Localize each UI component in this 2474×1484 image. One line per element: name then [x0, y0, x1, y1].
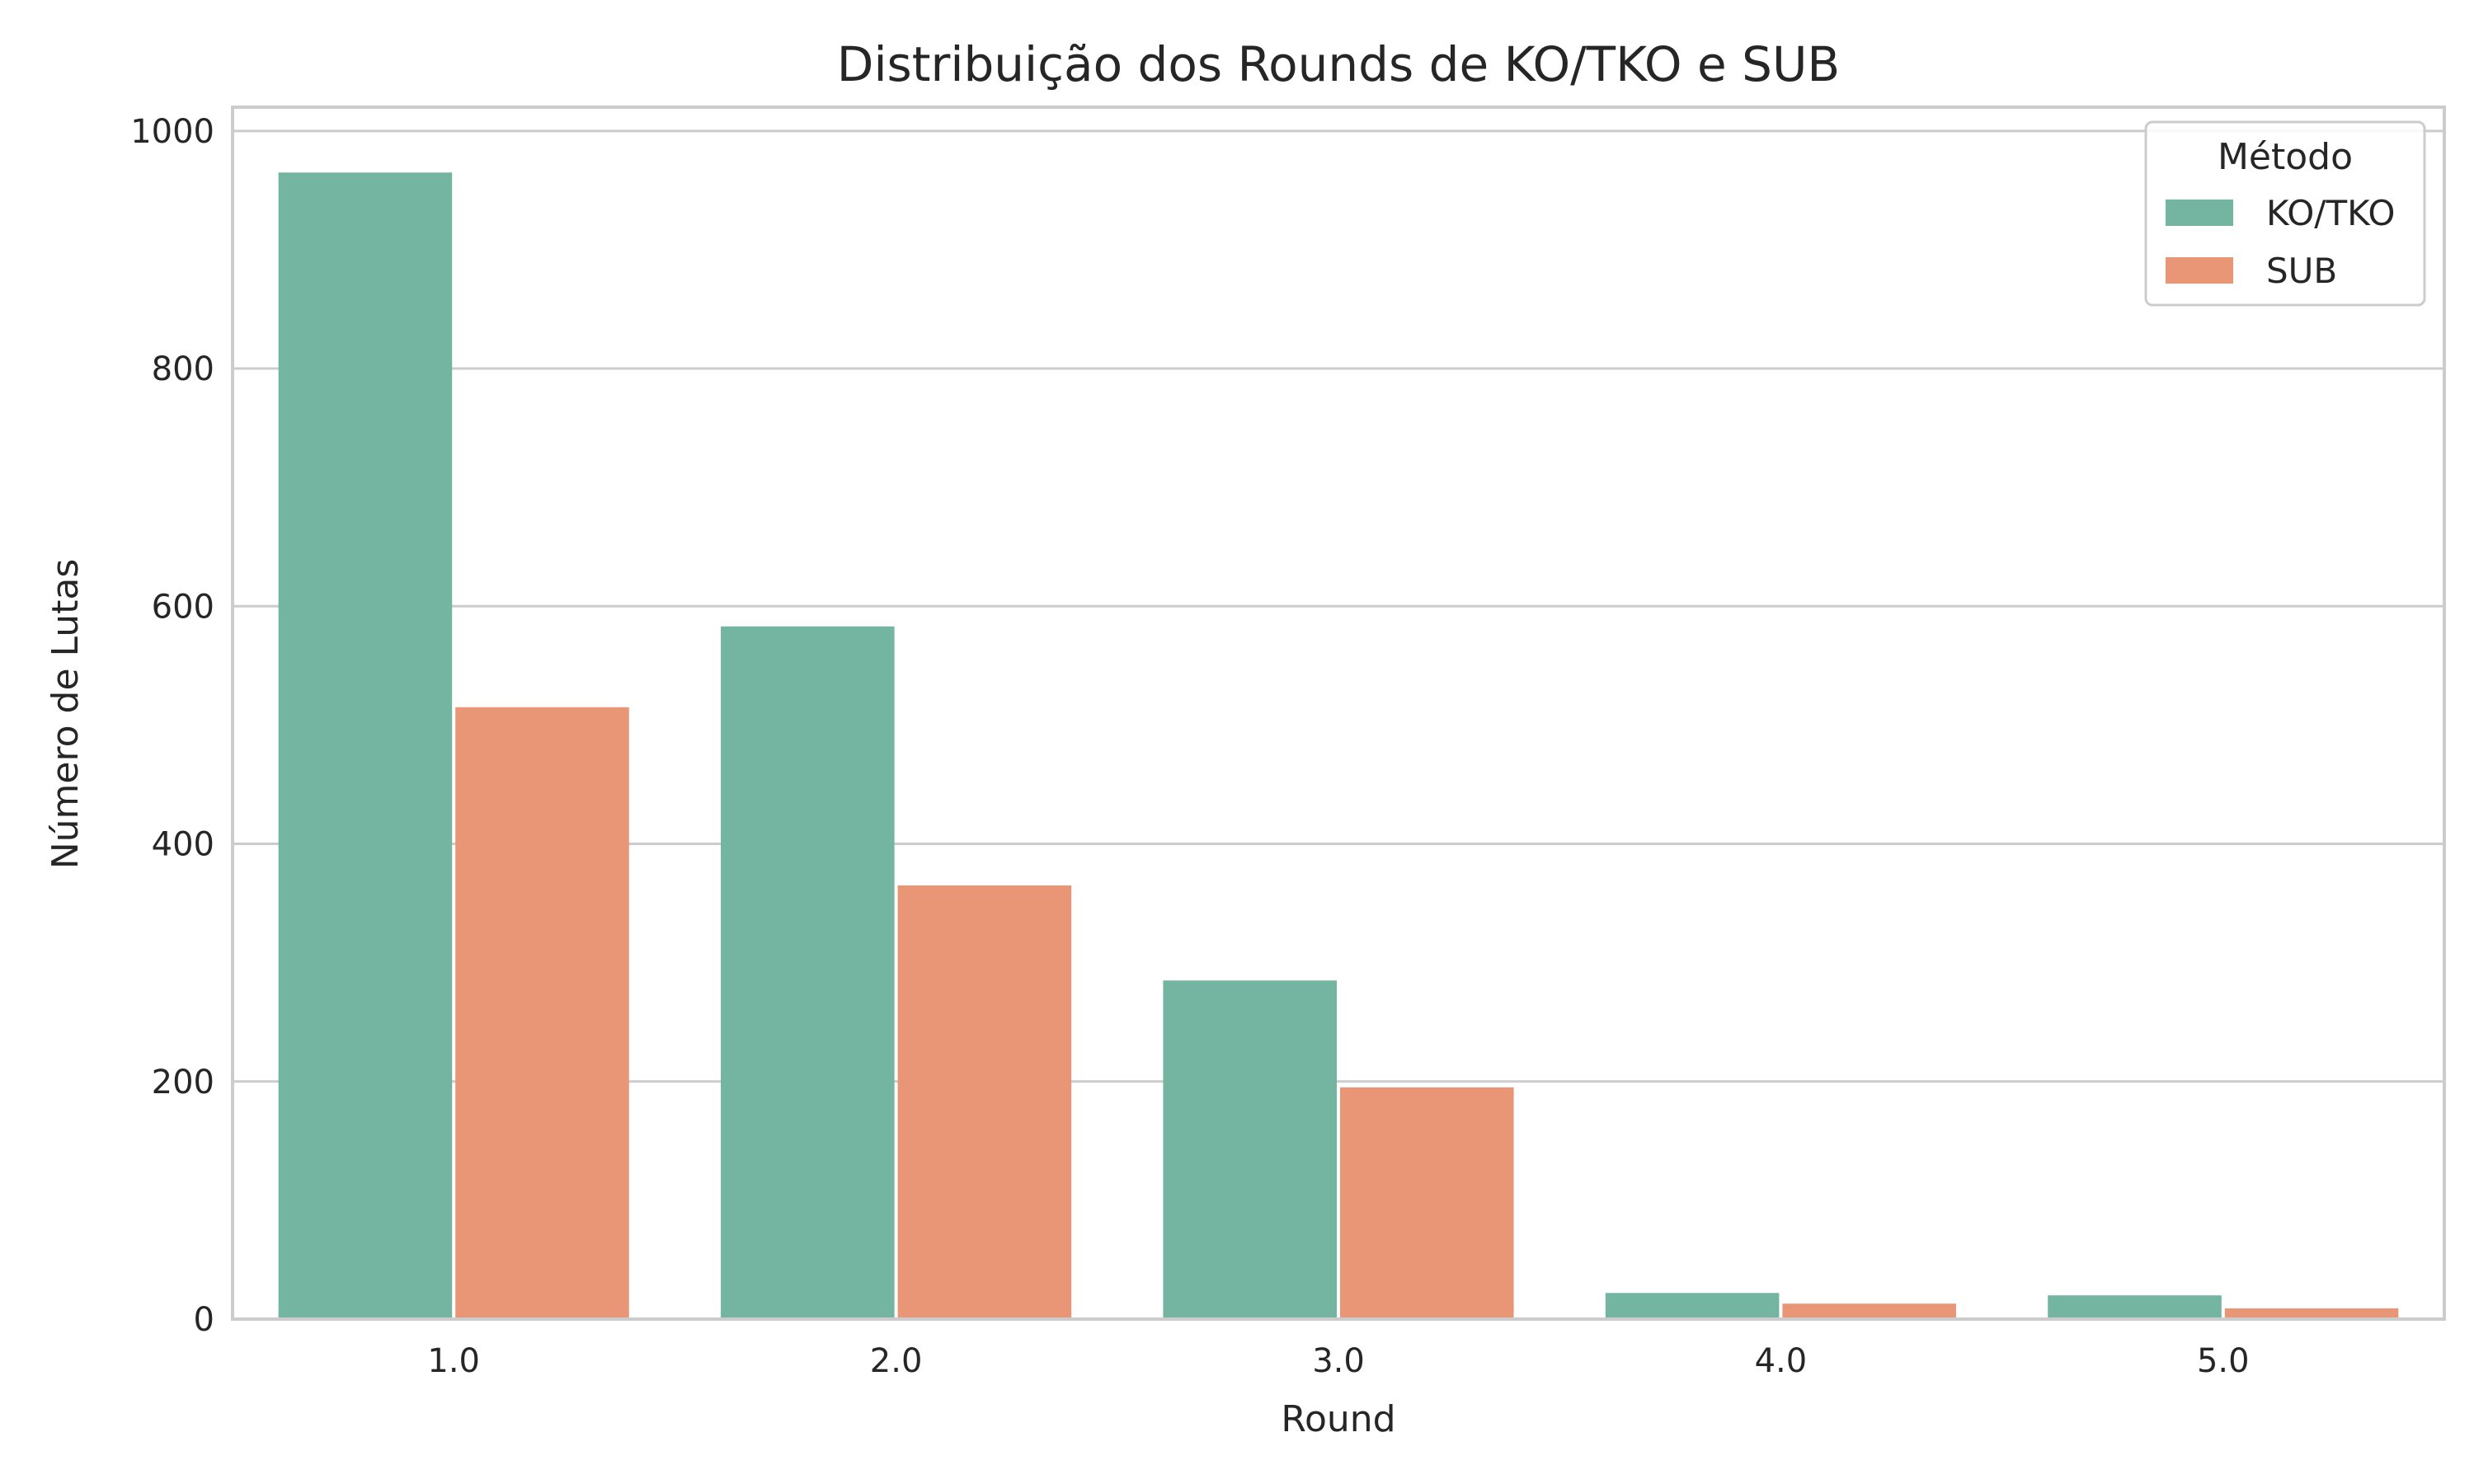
y-axis-label: Número de Lutas: [45, 559, 87, 870]
x-tick-label: 2.0: [870, 1342, 923, 1380]
y-tick-label: 800: [152, 350, 214, 388]
x-tick-label: 3.0: [1312, 1342, 1365, 1380]
legend: Método KO/TKO SUB: [2144, 120, 2426, 307]
legend-swatch: [2166, 257, 2233, 284]
y-tick-label: 200: [152, 1064, 214, 1101]
legend-items: KO/TKO SUB: [2166, 193, 2395, 291]
x-tick-label: 1.0: [427, 1342, 480, 1380]
bar-sub-round-3: [1340, 1087, 1514, 1319]
legend-label: SUB: [2266, 251, 2337, 291]
bar-ko-tko-round-3: [1163, 980, 1337, 1319]
plot-frame: [231, 106, 2446, 1321]
bars: [278, 172, 2399, 1320]
y-tick-label: 0: [194, 1301, 214, 1339]
legend-swatch: [2166, 200, 2233, 226]
bar-ko-tko-round-2: [721, 626, 895, 1319]
x-tick-label: 4.0: [1755, 1342, 1808, 1380]
y-tick-label: 400: [152, 826, 214, 864]
y-tick-label: 1000: [130, 113, 214, 151]
x-axis-label: Round: [1281, 1398, 1395, 1440]
bar-ko-tko-round-1: [278, 172, 453, 1320]
bar-sub-round-5: [2224, 1308, 2399, 1319]
legend-label: KO/TKO: [2266, 193, 2395, 233]
bar-ko-tko-round-5: [2048, 1295, 2222, 1319]
y-tick-label: 600: [152, 588, 214, 626]
y-tick-labels: 0 200 400 600 800 1000: [130, 113, 214, 1339]
x-tick-label: 5.0: [2197, 1342, 2250, 1380]
chart-title: Distribuição dos Rounds de KO/TKO e SUB: [837, 36, 1840, 92]
bar-ko-tko-round-4: [1605, 1293, 1780, 1319]
bar-sub-round-2: [897, 885, 1072, 1319]
x-tick-labels: 1.0 2.0 3.0 4.0 5.0: [427, 1342, 2249, 1380]
legend-title: Método: [2218, 136, 2353, 178]
bar-sub-round-1: [455, 707, 629, 1319]
bar-sub-round-4: [1782, 1303, 1956, 1319]
